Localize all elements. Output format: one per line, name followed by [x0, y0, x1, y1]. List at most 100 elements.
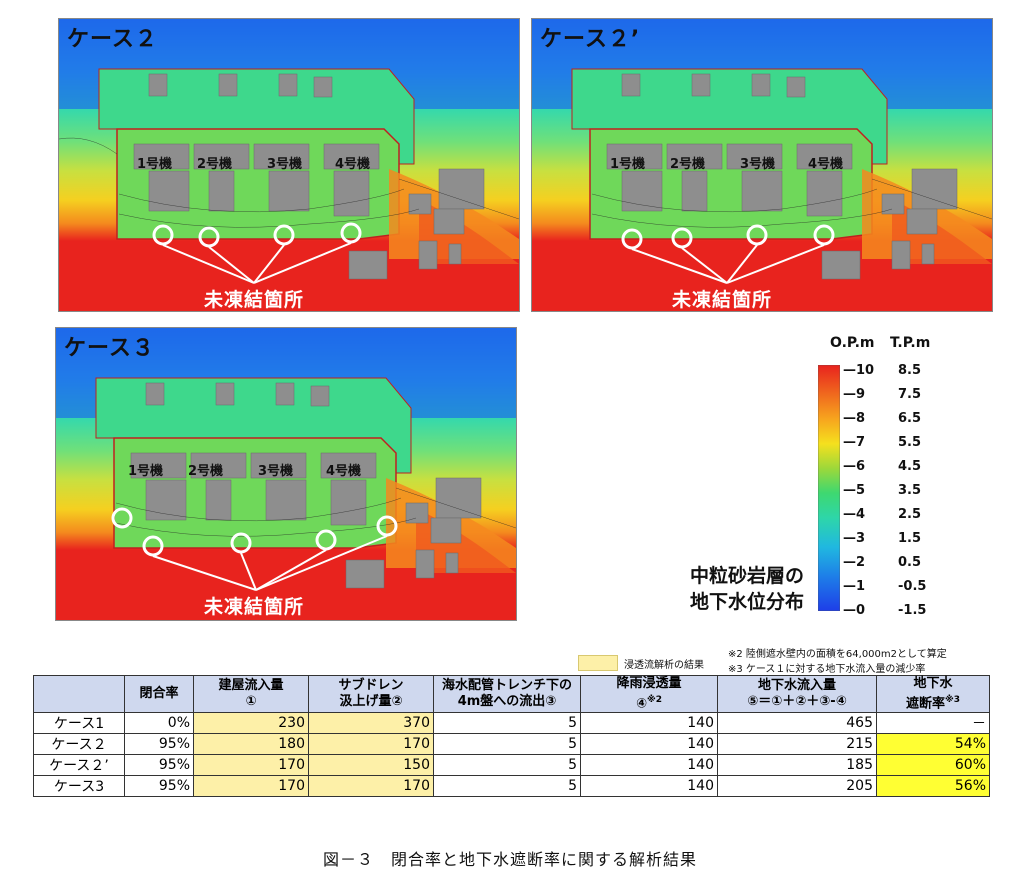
color-legend: O.P.m T.P.m —10 8.5 —9 7.5 —8 6.5 —7 5.5 —6 4.5 —5…	[690, 335, 960, 620]
cell-rain: 140	[580, 733, 718, 756]
header-cut-sup: ※3	[945, 695, 961, 705]
cell-case: ケース1	[33, 712, 125, 735]
cell-cut: 60%	[876, 754, 990, 777]
cell-case: ケース２’	[33, 754, 125, 777]
legend-header-tp: T.P.m	[890, 335, 931, 351]
cell-trench: 5	[433, 712, 581, 735]
table-row: ケース3 95% 170 170 5 140 205 56%	[33, 775, 990, 798]
legend-tp-tick: 0.5	[898, 555, 922, 570]
unit-label-2: 2号機	[188, 464, 224, 479]
unit-label-3: 3号機	[258, 464, 294, 479]
header-subdrain-l2: 汲上げ量②	[339, 694, 403, 710]
legend-op-tick: —4	[843, 507, 866, 522]
cell-trench: 5	[433, 754, 581, 777]
simulation-result-swatch	[578, 655, 618, 671]
header-trench-l2: 4m盤への流出③	[457, 694, 557, 710]
header-trench-l1: 海水配管トレンチ下の	[441, 678, 572, 694]
panel-title: ケース２’	[540, 27, 641, 52]
cell-closure: 95%	[124, 733, 194, 756]
cell-closure: 95%	[124, 754, 194, 777]
legend-op-tick: —7	[843, 435, 866, 450]
legend-op-tick: —3	[843, 531, 866, 546]
unit-label-4: 4号機	[808, 157, 844, 172]
legend-op-tick: —9	[843, 387, 866, 402]
table-row: ケース1 0% 230 370 5 140 465 －	[33, 712, 990, 735]
table-row: ケース２ 95% 180 170 5 140 215 54%	[33, 733, 990, 756]
unit-label-3: 3号機	[740, 157, 776, 172]
unfrozen-callout: 未凍結箇所	[672, 289, 773, 311]
cell-cut: 56%	[876, 775, 990, 798]
legend-tp-tick: 3.5	[898, 483, 922, 498]
cell-building: 230	[193, 712, 309, 735]
cell-cut: －	[876, 712, 990, 735]
table-row: ケース２’ 95% 170 150 5 140 185 60%	[33, 754, 990, 777]
panel-title: ケース３	[64, 336, 155, 361]
cell-inflow: 185	[717, 754, 877, 777]
legend-tp-tick: 2.5	[898, 507, 922, 522]
cell-subdrain: 370	[308, 712, 434, 735]
legend-caption: 中粒砂岩層の 地下水位分布	[690, 563, 804, 615]
cell-closure: 0%	[124, 712, 194, 735]
header-building-l2: ①	[245, 694, 257, 710]
legend-tp-tick: 5.5	[898, 435, 922, 450]
swatch-label: 浸透流解析の結果	[624, 660, 704, 671]
header-subdrain: サブドレン 汲上げ量②	[308, 674, 434, 714]
legend-tp-tick: 7.5	[898, 387, 922, 402]
unit-label-3: 3号機	[267, 157, 303, 172]
results-table: 閉合率 建屋流入量 ① サブドレン 汲上げ量② 海水配管トレンチ下の 4m盤への流出③…	[33, 674, 990, 798]
header-rain-l2: ④	[635, 696, 647, 712]
header-cut: 地下水 遮断率※3	[876, 674, 990, 714]
legend-tp-tick: -0.5	[898, 579, 927, 594]
header-case	[33, 674, 125, 714]
legend-tp-tick: 4.5	[898, 459, 922, 474]
cell-rain: 140	[580, 712, 718, 735]
cell-rain: 140	[580, 754, 718, 777]
cell-trench: 5	[433, 775, 581, 798]
header-subdrain-l1: サブドレン	[338, 678, 404, 694]
unfrozen-callout: 未凍結箇所	[204, 596, 305, 618]
header-rain-sup: ※2	[647, 695, 663, 705]
groundwater-map-case3	[56, 328, 516, 620]
legend-op-tick: —6	[843, 459, 866, 474]
header-trench: 海水配管トレンチ下の 4m盤への流出③	[433, 674, 581, 714]
unit-label-2: 2号機	[670, 157, 706, 172]
header-building-l1: 建屋流入量	[218, 678, 284, 694]
unit-label-4: 4号機	[335, 157, 371, 172]
legend-caption-line1: 中粒砂岩層の	[690, 565, 805, 587]
cell-closure: 95%	[124, 775, 194, 798]
cell-subdrain: 170	[308, 733, 434, 756]
unit-label-1: 1号機	[137, 157, 173, 172]
legend-op-tick: —0	[843, 603, 866, 618]
unit-label-4: 4号機	[326, 464, 362, 479]
cell-building: 170	[193, 775, 309, 798]
unit-label-1: 1号機	[128, 464, 164, 479]
legend-op-tick: —5	[843, 483, 866, 498]
header-inflow-l2: ⑤＝①＋②＋③-④	[747, 694, 847, 710]
cell-inflow: 205	[717, 775, 877, 798]
header-inflow-l1: 地下水流入量	[757, 678, 836, 694]
unit-label-1: 1号機	[610, 157, 646, 172]
cell-subdrain: 170	[308, 775, 434, 798]
legend-tp-tick: -1.5	[898, 603, 927, 618]
cell-subdrain: 150	[308, 754, 434, 777]
cell-case: ケース3	[33, 775, 125, 798]
unfrozen-callout: 未凍結箇所	[204, 289, 305, 311]
legend-op-tick: —1	[843, 579, 866, 594]
cell-inflow: 465	[717, 712, 877, 735]
header-inflow: 地下水流入量 ⑤＝①＋②＋③-④	[717, 674, 877, 714]
header-closure-text: 閉合率	[139, 686, 179, 702]
cell-cut: 54%	[876, 733, 990, 756]
map-panel-case2-prime: ケース２’ 1号機 2号機 3号機 4号機 未凍結箇所	[531, 18, 993, 312]
header-building: 建屋流入量 ①	[193, 674, 309, 714]
legend-op-tick: —8	[843, 411, 866, 426]
cell-trench: 5	[433, 733, 581, 756]
cell-building: 180	[193, 733, 309, 756]
figure-caption: 図－３ 閉合率と地下水遮断率に関する解析結果	[322, 850, 697, 869]
groundwater-map-case2	[59, 19, 519, 311]
cell-building: 170	[193, 754, 309, 777]
header-cut-l1: 地下水	[913, 676, 953, 691]
legend-header-op: O.P.m	[830, 335, 875, 351]
groundwater-map-case2-prime	[532, 19, 992, 311]
legend-tp-tick: 6.5	[898, 411, 922, 426]
panel-title: ケース２	[67, 27, 158, 52]
